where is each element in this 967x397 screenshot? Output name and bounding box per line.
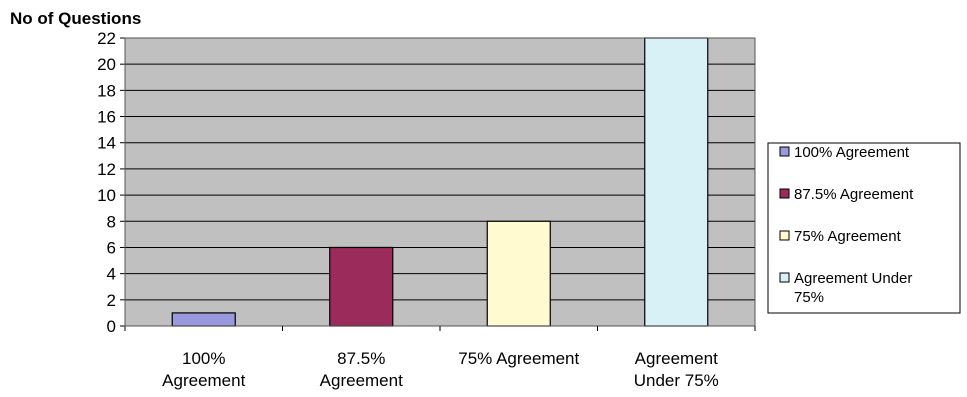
y-tick-label: 20 [97, 55, 116, 74]
y-tick-label: 10 [97, 186, 116, 205]
y-tick-label: 18 [97, 81, 116, 100]
y-tick-label: 6 [107, 238, 116, 257]
y-tick-label: 12 [97, 160, 116, 179]
y-tick-labels: 0 2 4 6 8 10 12 14 16 18 20 22 [97, 29, 116, 336]
legend: 100% Agreement 87.5% Agreement 75% Agreeme… [767, 142, 961, 314]
bars [171, 37, 709, 327]
y-tick-label: 14 [97, 134, 116, 153]
legend-box [767, 142, 961, 314]
bar [329, 246, 394, 327]
x-tick-label: Agreement Under 75% [634, 349, 719, 390]
bar [644, 37, 709, 327]
x-tick-label: 87.5% Agreement [320, 349, 403, 390]
bar [486, 220, 551, 327]
legend-entry: 100% Agreement [794, 144, 910, 161]
x-tick-label: 75% Agreement [458, 349, 579, 368]
y-tick-label: 0 [107, 317, 116, 336]
x-tick-labels: 100% Agreement 87.5% Agreement 75% Agreement… [162, 349, 719, 390]
y-tick-label: 22 [97, 29, 116, 48]
axes [120, 37, 756, 331]
y-axis-title: No of Questions [10, 9, 141, 28]
legend-entry: Agreement Under 75% [794, 270, 912, 306]
y-tick-label: 8 [107, 212, 116, 231]
legend-swatch [779, 146, 790, 157]
bar [171, 312, 236, 327]
y-tick-label: 4 [107, 265, 116, 284]
legend-swatch [779, 230, 790, 241]
legend-swatch [779, 272, 790, 283]
x-tick-label: 100% Agreement [162, 349, 245, 390]
y-tick-label: 16 [97, 108, 116, 127]
legend-entry: 87.5% Agreement [794, 186, 914, 203]
y-tick-label: 2 [107, 291, 116, 310]
legend-swatch [779, 188, 790, 199]
legend-entry: 75% Agreement [794, 228, 902, 245]
